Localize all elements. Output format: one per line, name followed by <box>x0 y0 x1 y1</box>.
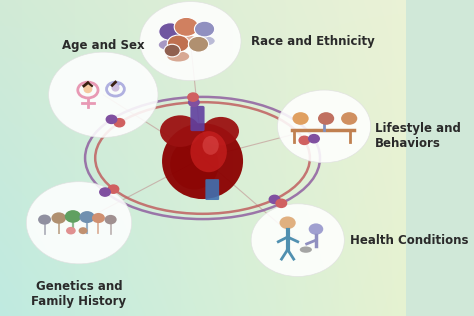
Circle shape <box>309 223 323 235</box>
Circle shape <box>140 2 241 81</box>
Circle shape <box>49 52 158 137</box>
Text: Genetics and
Family History: Genetics and Family History <box>31 280 127 308</box>
Text: Health Conditions: Health Conditions <box>350 234 469 247</box>
Ellipse shape <box>174 35 199 47</box>
Circle shape <box>194 21 215 37</box>
Circle shape <box>52 212 66 224</box>
Circle shape <box>309 135 319 143</box>
Circle shape <box>341 112 357 125</box>
Ellipse shape <box>202 136 219 155</box>
Circle shape <box>292 112 309 125</box>
Circle shape <box>79 227 88 234</box>
Circle shape <box>106 115 117 124</box>
Ellipse shape <box>170 139 219 190</box>
Ellipse shape <box>194 36 215 46</box>
Ellipse shape <box>159 40 182 50</box>
Circle shape <box>164 44 180 57</box>
Ellipse shape <box>111 84 119 92</box>
Circle shape <box>100 188 110 196</box>
Circle shape <box>299 136 310 144</box>
Circle shape <box>114 118 125 127</box>
Text: Age and Sex: Age and Sex <box>62 40 145 52</box>
Circle shape <box>92 213 105 223</box>
Circle shape <box>276 199 287 207</box>
Ellipse shape <box>83 85 92 93</box>
Circle shape <box>65 210 81 223</box>
Circle shape <box>188 36 209 52</box>
Circle shape <box>27 182 132 264</box>
Ellipse shape <box>202 117 239 145</box>
Circle shape <box>104 215 117 224</box>
Text: Race and Ethnicity: Race and Ethnicity <box>251 34 375 48</box>
Circle shape <box>174 17 199 36</box>
Circle shape <box>80 211 95 223</box>
Ellipse shape <box>160 115 201 147</box>
Circle shape <box>318 112 334 125</box>
Ellipse shape <box>162 123 243 199</box>
Circle shape <box>189 98 199 106</box>
Circle shape <box>251 204 344 276</box>
Ellipse shape <box>191 131 227 172</box>
Ellipse shape <box>167 51 189 62</box>
Ellipse shape <box>300 246 312 253</box>
Circle shape <box>66 227 76 234</box>
FancyBboxPatch shape <box>205 179 219 200</box>
FancyBboxPatch shape <box>191 106 205 131</box>
Circle shape <box>38 215 51 225</box>
Circle shape <box>280 216 296 229</box>
Circle shape <box>188 93 198 101</box>
Circle shape <box>167 35 189 52</box>
Circle shape <box>277 90 371 163</box>
Text: Lifestyle and
Behaviors: Lifestyle and Behaviors <box>375 122 461 150</box>
Circle shape <box>108 185 118 193</box>
Circle shape <box>269 195 280 204</box>
Circle shape <box>159 23 182 40</box>
